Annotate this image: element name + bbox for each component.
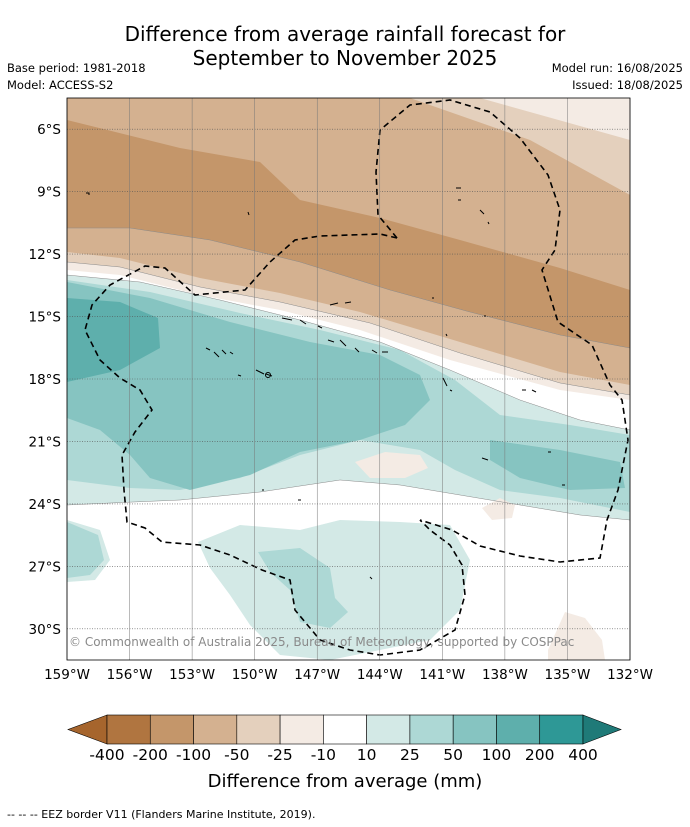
colorbar-swatch — [193, 714, 238, 745]
colorbar-tick-label: 100 — [481, 746, 512, 764]
lat-axis: 6°S 9°S 12°S 15°S 18°S 21°S 24°S 27°S 30°S — [29, 122, 62, 638]
colorbar-title: Difference from average (mm) — [207, 771, 483, 792]
patch-dry-c — [548, 612, 605, 660]
islands — [86, 187, 565, 580]
colorbar-swatch — [106, 714, 151, 745]
patch-west-100 — [122, 420, 170, 445]
patch-dry-a — [355, 452, 428, 478]
colorbar-swatch — [366, 714, 411, 745]
patch-sw-50 — [67, 522, 104, 578]
title-line-1: Difference from average rainfall forecas… — [124, 22, 566, 46]
title-line-2: September to November 2025 — [192, 46, 498, 70]
colorbar — [67, 714, 622, 745]
meta-left: Base period: 1981-2018 Model: ACCESS-S2 — [7, 60, 146, 94]
lon-label: 159°W — [44, 667, 90, 683]
patch-east-100 — [490, 440, 625, 490]
colorbar-swatch — [496, 714, 541, 745]
lat-label: 6°S — [37, 122, 61, 138]
eez-borders — [84, 99, 629, 656]
base-period: Base period: 1981-2018 — [7, 61, 146, 75]
map-frame — [66, 97, 631, 661]
colorbar-swatch — [452, 714, 497, 745]
lat-label: 30°S — [29, 622, 62, 638]
patch-south-50 — [258, 548, 348, 628]
colorbar-swatch — [539, 714, 584, 745]
band-wet-200 — [67, 298, 160, 382]
colorbar-tick-label: -400 — [89, 746, 125, 764]
map-title: Difference from average rainfall forecas… — [0, 22, 690, 70]
lat-label: 21°S — [29, 434, 62, 450]
lat-label: 15°S — [29, 310, 62, 326]
band-dry-100 — [67, 120, 630, 348]
issued-date: Issued: 18/08/2025 — [572, 78, 683, 92]
lat-label: 27°S — [29, 559, 62, 575]
colorbar-swatch — [279, 714, 324, 745]
band-dry-100b — [67, 150, 200, 190]
lat-label: 9°S — [37, 185, 61, 201]
lon-label: 138°W — [482, 667, 528, 683]
lon-label: 135°W — [545, 667, 591, 683]
lon-label: 144°W — [357, 667, 403, 683]
lat-label: 12°S — [29, 247, 62, 263]
eez-legend: -- -- -- EEZ border V11 (Flanders Marine… — [7, 808, 316, 821]
colorbar-extend-low — [67, 714, 108, 745]
colorbar-tick-label: -100 — [175, 746, 212, 764]
colorbar-swatch — [323, 714, 367, 745]
colorbar-tick-label: 50 — [443, 746, 464, 764]
colorbar-tick-label: 400 — [568, 746, 598, 764]
colorbar-tick-label: 200 — [524, 746, 555, 764]
lon-label: 153°W — [169, 667, 215, 683]
colorbar-swatch — [409, 714, 454, 745]
model-run: Model run: 16/08/2025 — [551, 61, 683, 75]
colorbar-extend-high — [582, 714, 622, 745]
lon-axis: 159°W 156°W 153°W 150°W 147°W 144°W 141°W 138°W… — [44, 667, 653, 683]
colorbar-tick-label: 25 — [400, 746, 420, 764]
colorbar-tick-label: -10 — [310, 746, 337, 764]
meta-right: Model run: 16/08/2025 Issued: 18/08/2025 — [552, 60, 683, 94]
model-name: Model: ACCESS-S2 — [7, 78, 114, 92]
lon-label: 147°W — [294, 667, 340, 683]
lon-label: 132°W — [607, 667, 653, 683]
colorbar-swatch — [149, 714, 194, 745]
colorbar-tick-label: -200 — [132, 746, 168, 764]
colorbar-tick-label: 10 — [356, 746, 377, 764]
lon-label: 150°W — [232, 667, 278, 683]
lat-label: 18°S — [29, 372, 62, 388]
lon-label: 141°W — [419, 667, 465, 683]
contour-fills — [67, 98, 630, 660]
colorbar-swatch — [236, 714, 281, 745]
copyright-text: © Commonwealth of Australia 2025, Bureau… — [69, 635, 574, 649]
colorbar-tick-label: -50 — [224, 746, 250, 764]
colorbar-tick-label: -25 — [267, 746, 293, 764]
lat-label: 24°S — [29, 497, 62, 513]
lon-label: 156°W — [107, 667, 153, 683]
patch-dry-b — [482, 498, 515, 520]
